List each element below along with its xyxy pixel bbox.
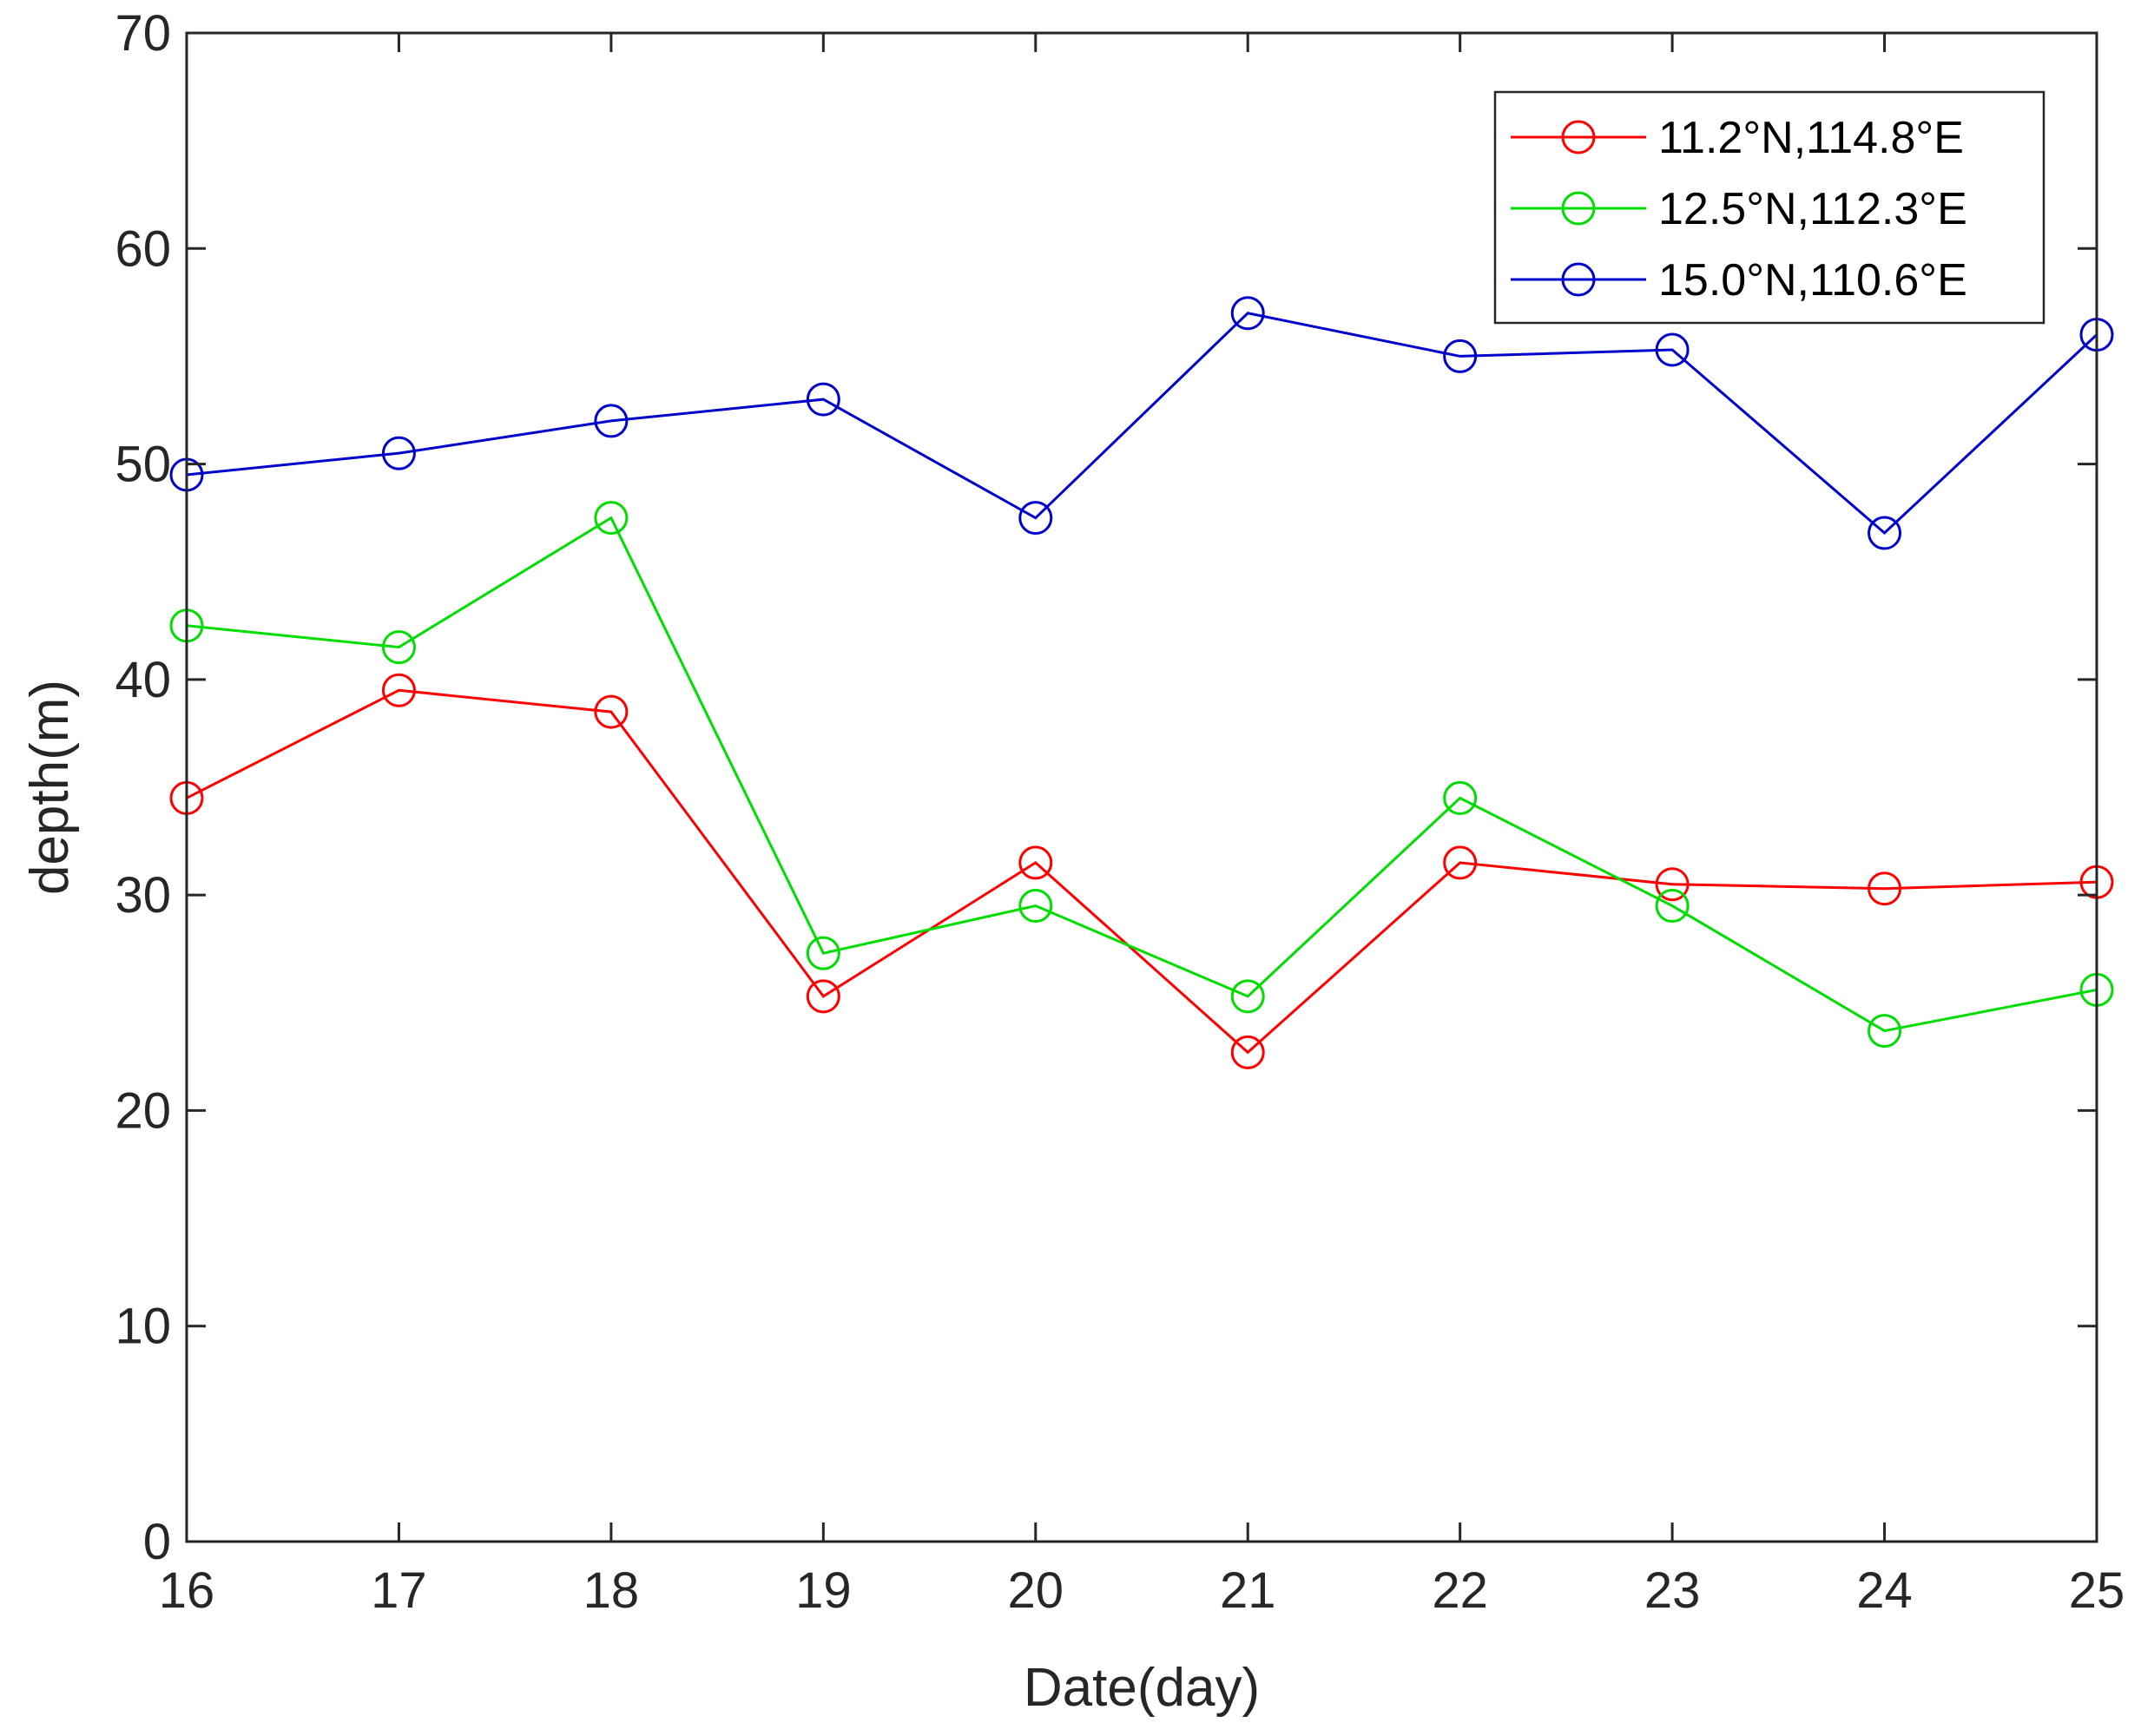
legend-marker-1 [1561, 120, 1596, 155]
data-point-series-3 [1443, 339, 1478, 373]
data-point-series-3 [1868, 516, 1902, 550]
axes-box [185, 31, 2098, 1543]
data-point-series-1 [1018, 845, 1053, 880]
x-tick-label: 17 [371, 1562, 427, 1619]
data-point-series-2 [381, 630, 416, 665]
legend-label-3: 15.0°N,110.6°E [1658, 255, 1967, 306]
y-tick-label: 70 [115, 5, 171, 62]
y-tick-label: 60 [115, 220, 171, 277]
x-tick-label: 23 [1644, 1562, 1701, 1619]
data-point-series-1 [806, 979, 840, 1014]
x-tick-label: 22 [1432, 1562, 1488, 1619]
tick-layer: 16 17 18 19 20 21 22 23 24 25 0 10 20 30 40 50 60 70 [115, 5, 2125, 1619]
y-tick-label: 40 [115, 652, 171, 708]
data-point-series-2 [1655, 889, 1690, 924]
data-point-series-1 [1655, 867, 1690, 902]
x-axis-title: Date(day) [1024, 1658, 1260, 1718]
data-point-series-3 [806, 382, 840, 417]
x-tick-label: 16 [159, 1562, 215, 1619]
y-tick-label: 10 [115, 1299, 171, 1355]
data-point-series-1 [594, 694, 629, 729]
legend-label-1: 11.2°N,114.8°E [1658, 113, 1964, 163]
series-layer [169, 296, 2114, 1069]
series-line-2 [186, 516, 2098, 1033]
y-tick-label: 50 [115, 437, 171, 493]
x-tick-label: 18 [583, 1562, 640, 1619]
data-point-series-2 [1230, 979, 1265, 1014]
data-point-series-3 [594, 404, 629, 438]
legend-marker-3 [1561, 262, 1596, 297]
x-tick-label: 20 [1008, 1562, 1064, 1619]
x-tick-label: 25 [2069, 1562, 2125, 1619]
series-line-3 [186, 312, 2098, 536]
data-point-series-1 [381, 673, 416, 707]
data-point-series-3 [381, 436, 416, 470]
data-point-series-1 [1443, 845, 1478, 880]
x-tick-label: 21 [1220, 1562, 1276, 1619]
legend-label-2: 12.5°N,112.3°E [1658, 184, 1967, 234]
legend-marker-2 [1561, 191, 1596, 226]
x-tick-label: 19 [795, 1562, 852, 1619]
y-tick-label: 20 [115, 1082, 171, 1139]
data-point-series-2 [1018, 889, 1053, 924]
data-point-series-1 [1230, 1035, 1265, 1069]
series-line-1 [186, 688, 2098, 1055]
data-point-series-2 [806, 936, 840, 970]
y-axis-title: depth(m) [20, 680, 80, 895]
x-tick-label: 24 [1856, 1562, 1913, 1619]
y-tick-label: 30 [115, 867, 171, 924]
data-point-series-1 [1868, 871, 1902, 906]
legend: 11.2°N,114.8°E 12.5°N,112.3°E 15.0°N,110.6… [1493, 90, 2045, 325]
data-point-series-2 [594, 501, 629, 536]
data-point-series-3 [1018, 501, 1053, 536]
data-point-series-2 [1443, 780, 1478, 815]
data-point-series-3 [1230, 296, 1265, 331]
data-point-series-2 [1868, 1014, 1902, 1049]
y-tick-label: 0 [143, 1514, 171, 1570]
data-point-series-3 [1655, 332, 1690, 367]
